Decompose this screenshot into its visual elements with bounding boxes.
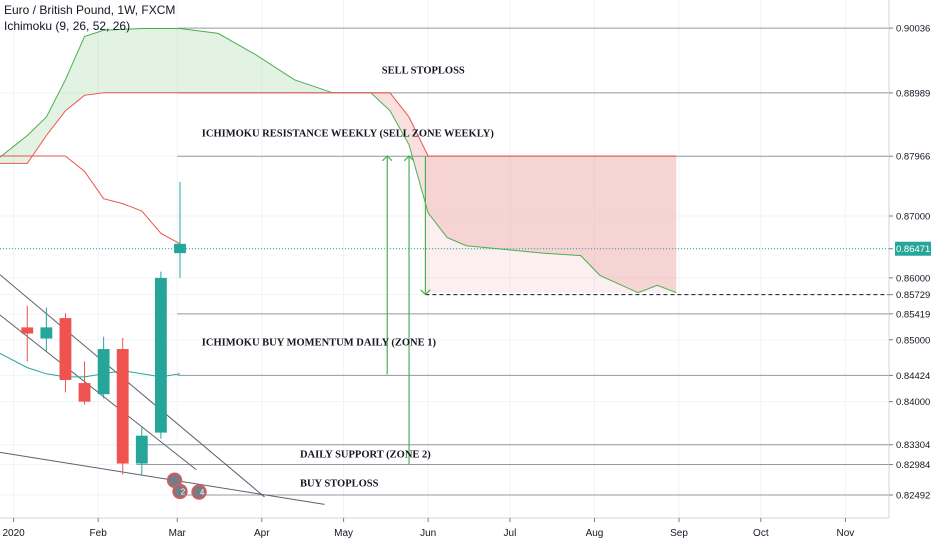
trendline [0, 451, 325, 505]
cloud-segment [409, 116, 429, 213]
cloud-segment [466, 155, 505, 250]
cloud-segment [65, 36, 85, 111]
cloud-segment [27, 116, 47, 164]
cloud-segment [542, 155, 581, 256]
ichimoku-cloud [0, 28, 677, 293]
price-tick-label: 0.84424 [896, 371, 930, 382]
candle [97, 349, 110, 395]
chart-header: Euro / British Pound, 1W, FXCM Ichimoku … [4, 2, 175, 34]
cloud-segment [84, 30, 104, 96]
candle [59, 318, 72, 380]
price-tick-label: 0.87966 [896, 152, 930, 163]
event-marker-label: 2 [181, 487, 186, 496]
event-marker-label: 4 [200, 488, 205, 497]
current-price-badge [895, 241, 931, 256]
time-tick-label: Apr [254, 528, 270, 539]
cloud-segment [256, 55, 295, 93]
annotation-text: SELL STOPLOSS [382, 65, 465, 76]
candle [21, 327, 34, 334]
price-tick-label: 0.85419 [896, 309, 930, 320]
price-axis-bg [889, 0, 932, 550]
cloud-segment [179, 28, 219, 93]
symbol-title[interactable]: Euro / British Pound, 1W, FXCM [4, 3, 176, 17]
annotations: SELL STOPLOSS ICHIMOKU RESISTANCE WEEKLY … [202, 65, 495, 489]
base-line-line [0, 352, 181, 378]
price-tick-label: 0.88989 [896, 88, 930, 99]
time-tick-label: Aug [586, 528, 604, 539]
time-tick-label: Nov [836, 528, 854, 539]
candle [40, 327, 53, 339]
candle [78, 383, 91, 402]
price-tick-label: 0.86471 [896, 244, 930, 255]
indicator-lines [0, 28, 889, 378]
annotation-text: ICHIMOKU BUY MOMENTUM DAILY (ZONE 1) [202, 338, 437, 349]
time-tick-label: Feb [90, 528, 108, 539]
cloud-segment [638, 155, 658, 293]
time-axis: 2020 Feb Mar Apr May Jun Jul Aug Sep Oct Nov [0, 517, 932, 550]
price-axis: 0.90036 0.88989 0.87966 0.87000 0.86471 0.860… [888, 0, 932, 550]
cloud-segment [599, 155, 639, 293]
cloud-segment [657, 155, 677, 293]
arrows [387, 156, 425, 465]
price-tick-label: 0.84000 [896, 397, 930, 408]
candle [154, 277, 167, 433]
annotation-text: DAILY SUPPORT (ZONE 2) [300, 450, 431, 461]
cloud-segment [428, 155, 448, 238]
cloud-segment [580, 155, 600, 276]
price-tick-label: 0.87000 [896, 211, 930, 222]
leading-span-b-line [0, 92, 677, 164]
cloud-segment [447, 155, 467, 246]
annotation-text: BUY STOPLOSS [300, 479, 379, 490]
candle [116, 349, 129, 464]
price-tick-label: 0.86000 [896, 273, 930, 284]
trendline [0, 274, 265, 498]
time-tick-label: Sep [670, 528, 688, 539]
time-tick-label: Jul [504, 528, 517, 539]
cloud-segment [141, 28, 180, 93]
sell-zone-rect [425, 155, 677, 293]
candle [135, 435, 148, 464]
annotation-text: ICHIMOKU RESISTANCE WEEKLY (SELL ZONE WE… [202, 128, 495, 139]
candles [21, 181, 186, 475]
lagging-span-line [0, 155, 181, 245]
candle [174, 243, 186, 254]
price-tick-label: 0.85729 [896, 290, 930, 301]
time-axis-bg [0, 518, 932, 550]
cloud-segment [389, 92, 410, 145]
event-marker [172, 483, 188, 500]
price-tick-label: 0.85000 [896, 335, 930, 346]
cloud-segment [218, 33, 257, 93]
time-tick-label: Oct [753, 528, 769, 539]
time-tick-label: May [334, 528, 353, 539]
price-tick-label: 0.82492 [896, 490, 930, 501]
price-tick-label: 0.90036 [896, 24, 930, 35]
cloud-segment [103, 28, 142, 93]
time-tick-label: Jun [420, 528, 436, 539]
time-tick-label: Mar [169, 528, 187, 539]
cloud-segment [504, 155, 543, 254]
price-tick-label: 0.83304 [896, 440, 930, 451]
time-tick-label: 2020 [3, 528, 26, 539]
price-tick-label: 0.82984 [896, 460, 930, 471]
sell-zone-box [425, 155, 677, 293]
cloud-segment [46, 79, 66, 136]
indicator-legend[interactable]: Ichimoku (9, 26, 52, 26) [4, 19, 131, 33]
event-marker [191, 484, 207, 500]
